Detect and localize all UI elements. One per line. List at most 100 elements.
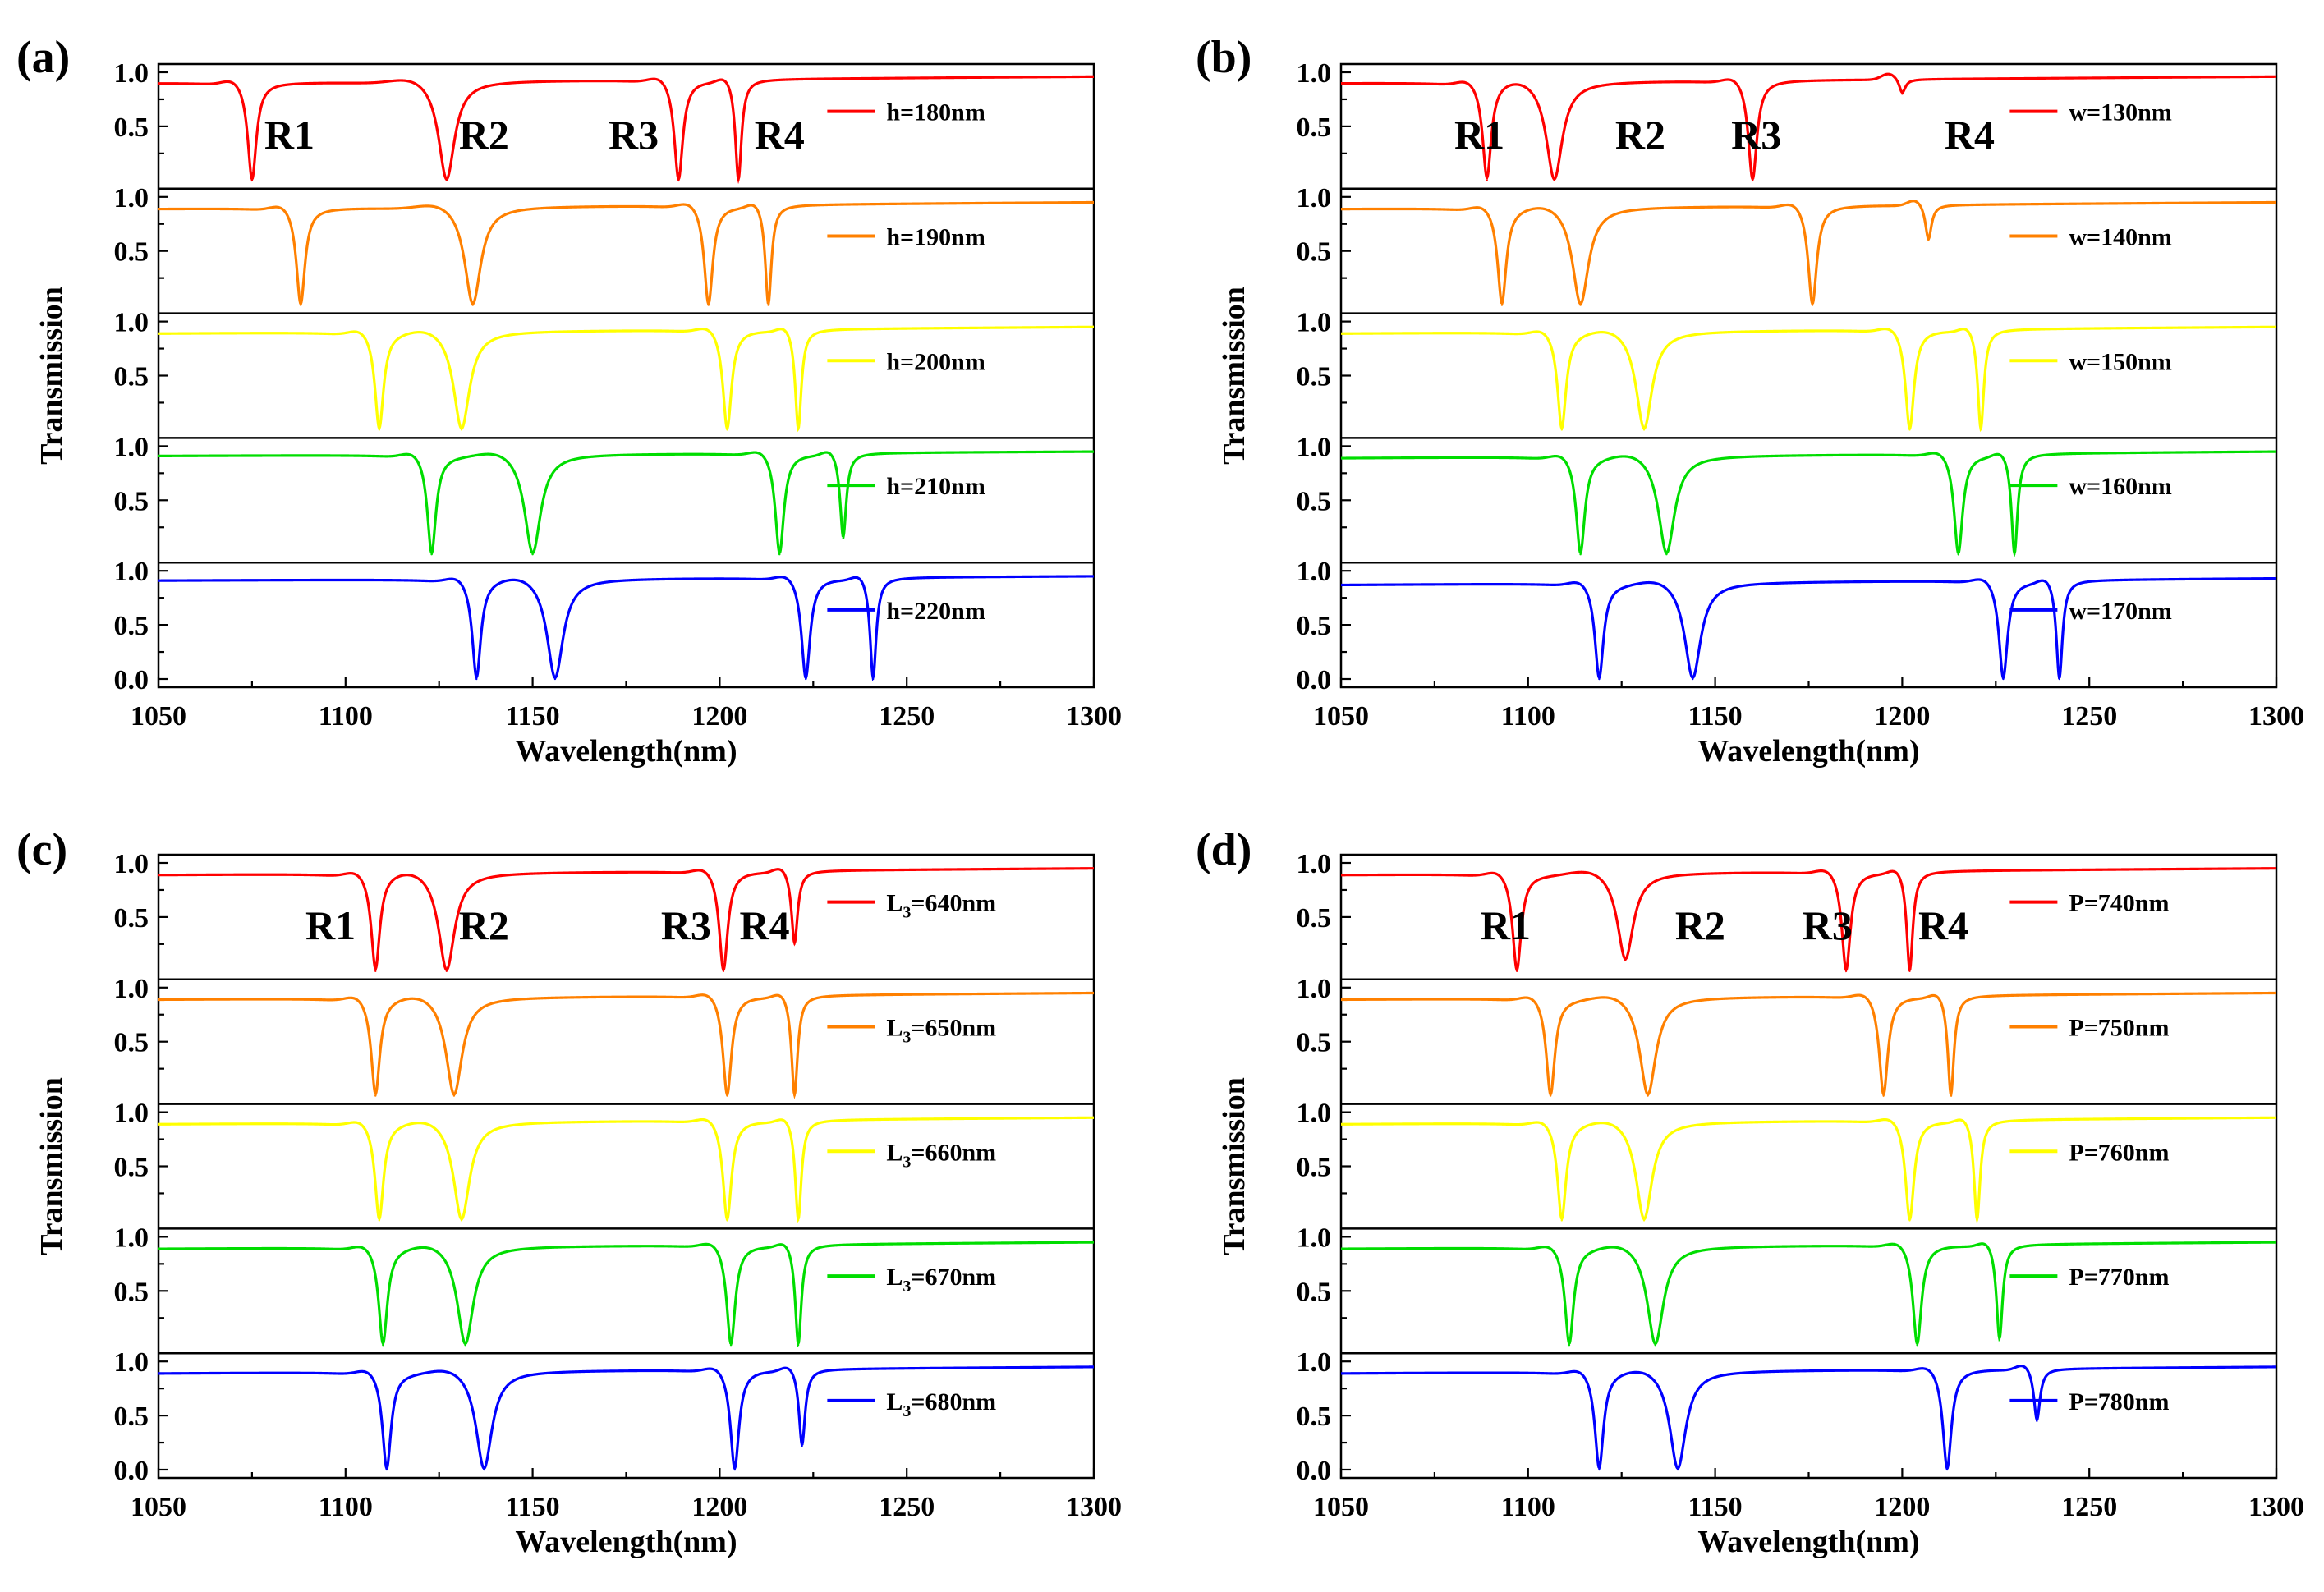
dip-point [1882, 1094, 1885, 1097]
dip-point [1751, 179, 1754, 181]
dip-point [1916, 1344, 1918, 1347]
x-tick-label: 1300 [1066, 1492, 1122, 1522]
series-line-2 [158, 200, 1094, 307]
legend-label: P=780nm [2069, 1388, 2169, 1415]
legend-label: P=760nm [2069, 1139, 2169, 1166]
y-tick-label: 0.5 [1297, 486, 1332, 516]
resonance-label-r4: R4 [1945, 112, 1995, 158]
x-tick-label: 1200 [1874, 701, 1930, 732]
y-tick-label: 1.0 [1297, 432, 1332, 462]
y-tick-label: 1.0 [1297, 974, 1332, 1004]
series-line-1 [158, 867, 1095, 972]
legend-label: L3=670nm [886, 1264, 996, 1296]
resonance-label-r1: R1 [305, 902, 356, 948]
x-axis-title: Wavelength(nm) [1697, 734, 1919, 768]
y-tick-label: 1.0 [1297, 183, 1332, 213]
dip-point [1692, 677, 1694, 681]
plot-frame [157, 853, 1095, 1480]
series-line-5 [1341, 576, 2276, 681]
resonance-label-r3: R3 [609, 112, 659, 158]
x-axis-title: Wavelength(nm) [1697, 1525, 1919, 1559]
x-tick-label: 1100 [319, 701, 373, 732]
series-line-2 [1341, 200, 2277, 306]
legend-label: P=750nm [2069, 1014, 2169, 1041]
legend-label: h=210nm [886, 473, 985, 500]
panel-label: (a) [16, 32, 70, 83]
legend-label-main: L [886, 1264, 903, 1291]
series-line-3 [1340, 325, 2277, 433]
dip-point [726, 429, 728, 431]
y-tick-label: 1.0 [1297, 1223, 1332, 1253]
dip-point [1811, 304, 1814, 306]
series-line-3 [1341, 1116, 2277, 1224]
series-line-4 [158, 450, 1095, 556]
legend-label: h=180nm [886, 99, 985, 126]
dip-point [797, 429, 800, 431]
resonance-label-r4: R4 [1918, 902, 1968, 948]
y-axis-title: Transmission [1217, 1077, 1252, 1255]
y-tick-label: 1.0 [114, 432, 149, 462]
resonance-label-r4: R4 [755, 112, 805, 158]
dip-point [1624, 959, 1627, 961]
dip-point [1598, 677, 1601, 681]
series-line-3 [158, 1116, 1095, 1223]
dip-point [767, 304, 769, 306]
dip-point [797, 1344, 800, 1347]
legend-label: P=740nm [2069, 890, 2169, 917]
dip-point [2013, 553, 2016, 556]
y-tick-label: 1.0 [1297, 58, 1332, 89]
x-tick-label: 1200 [1874, 1492, 1930, 1522]
y-tick-label: 0.5 [1297, 903, 1332, 934]
dip-point [1908, 970, 1911, 973]
dip-point [1844, 970, 1848, 973]
dip-point [378, 1219, 381, 1222]
y-tick-label: 0.5 [114, 1402, 149, 1432]
series-line-5 [1341, 1365, 2276, 1470]
dip-point [1642, 1219, 1646, 1222]
dip-point [1560, 429, 1564, 431]
legend-label: w=130nm [2069, 99, 2171, 126]
dip-point [250, 179, 254, 181]
x-tick-label: 1100 [319, 1492, 373, 1522]
dip-point [374, 970, 377, 973]
y-tick-label: 1.0 [1297, 557, 1332, 587]
legend-label: w=150nm [2069, 348, 2171, 375]
legend-label: h=220nm [886, 598, 985, 625]
dip-point [445, 970, 448, 973]
series-line-3 [158, 325, 1095, 433]
dip-point [1549, 1094, 1552, 1097]
legend-label-sub: 3 [903, 1278, 911, 1296]
legend-label: L3=680nm [886, 1388, 996, 1420]
chart-panel-d: (d) 0.5 1.0 P=740nm 0.5 1.0 P=750nm 0.5 1.0 P=760… [1196, 824, 2304, 1559]
dip-point [722, 970, 725, 973]
resonance-label-r2: R2 [459, 112, 509, 158]
dip-point [2036, 1420, 2038, 1422]
dip-point [1950, 1094, 1952, 1097]
legend-label: w=140nm [2069, 223, 2171, 250]
legend-label-rest: =660nm [911, 1139, 996, 1166]
dip-point [733, 1468, 736, 1471]
legend-label-rest: =650nm [911, 1014, 996, 1041]
y-tick-label: 1.0 [1297, 1099, 1332, 1129]
legend-label: P=770nm [2069, 1264, 2169, 1291]
dip-point [737, 179, 740, 181]
dip-point [378, 429, 381, 431]
y-tick-label: 1.0 [114, 183, 149, 213]
y-tick-label: 1.0 [114, 557, 149, 587]
x-tick-label: 1250 [2061, 1492, 2117, 1522]
dip-point [1654, 1344, 1656, 1347]
dip-point [445, 179, 448, 181]
y-tick-label: 0.5 [114, 903, 149, 934]
x-tick-label: 1150 [1688, 1492, 1743, 1522]
x-tick-label: 1300 [1066, 701, 1122, 732]
legend-label-main: L [886, 1014, 903, 1041]
dip-point [778, 553, 781, 556]
x-tick-label: 1250 [2061, 701, 2117, 732]
dip-point [1486, 179, 1488, 181]
y-tick-label: 1.0 [114, 308, 149, 338]
y-tick-label: 0.0 [114, 665, 149, 695]
dip-point [1579, 553, 1582, 556]
dip-point [1647, 1094, 1649, 1097]
dip-point [1553, 179, 1555, 181]
y-tick-label: 1.0 [114, 849, 149, 879]
